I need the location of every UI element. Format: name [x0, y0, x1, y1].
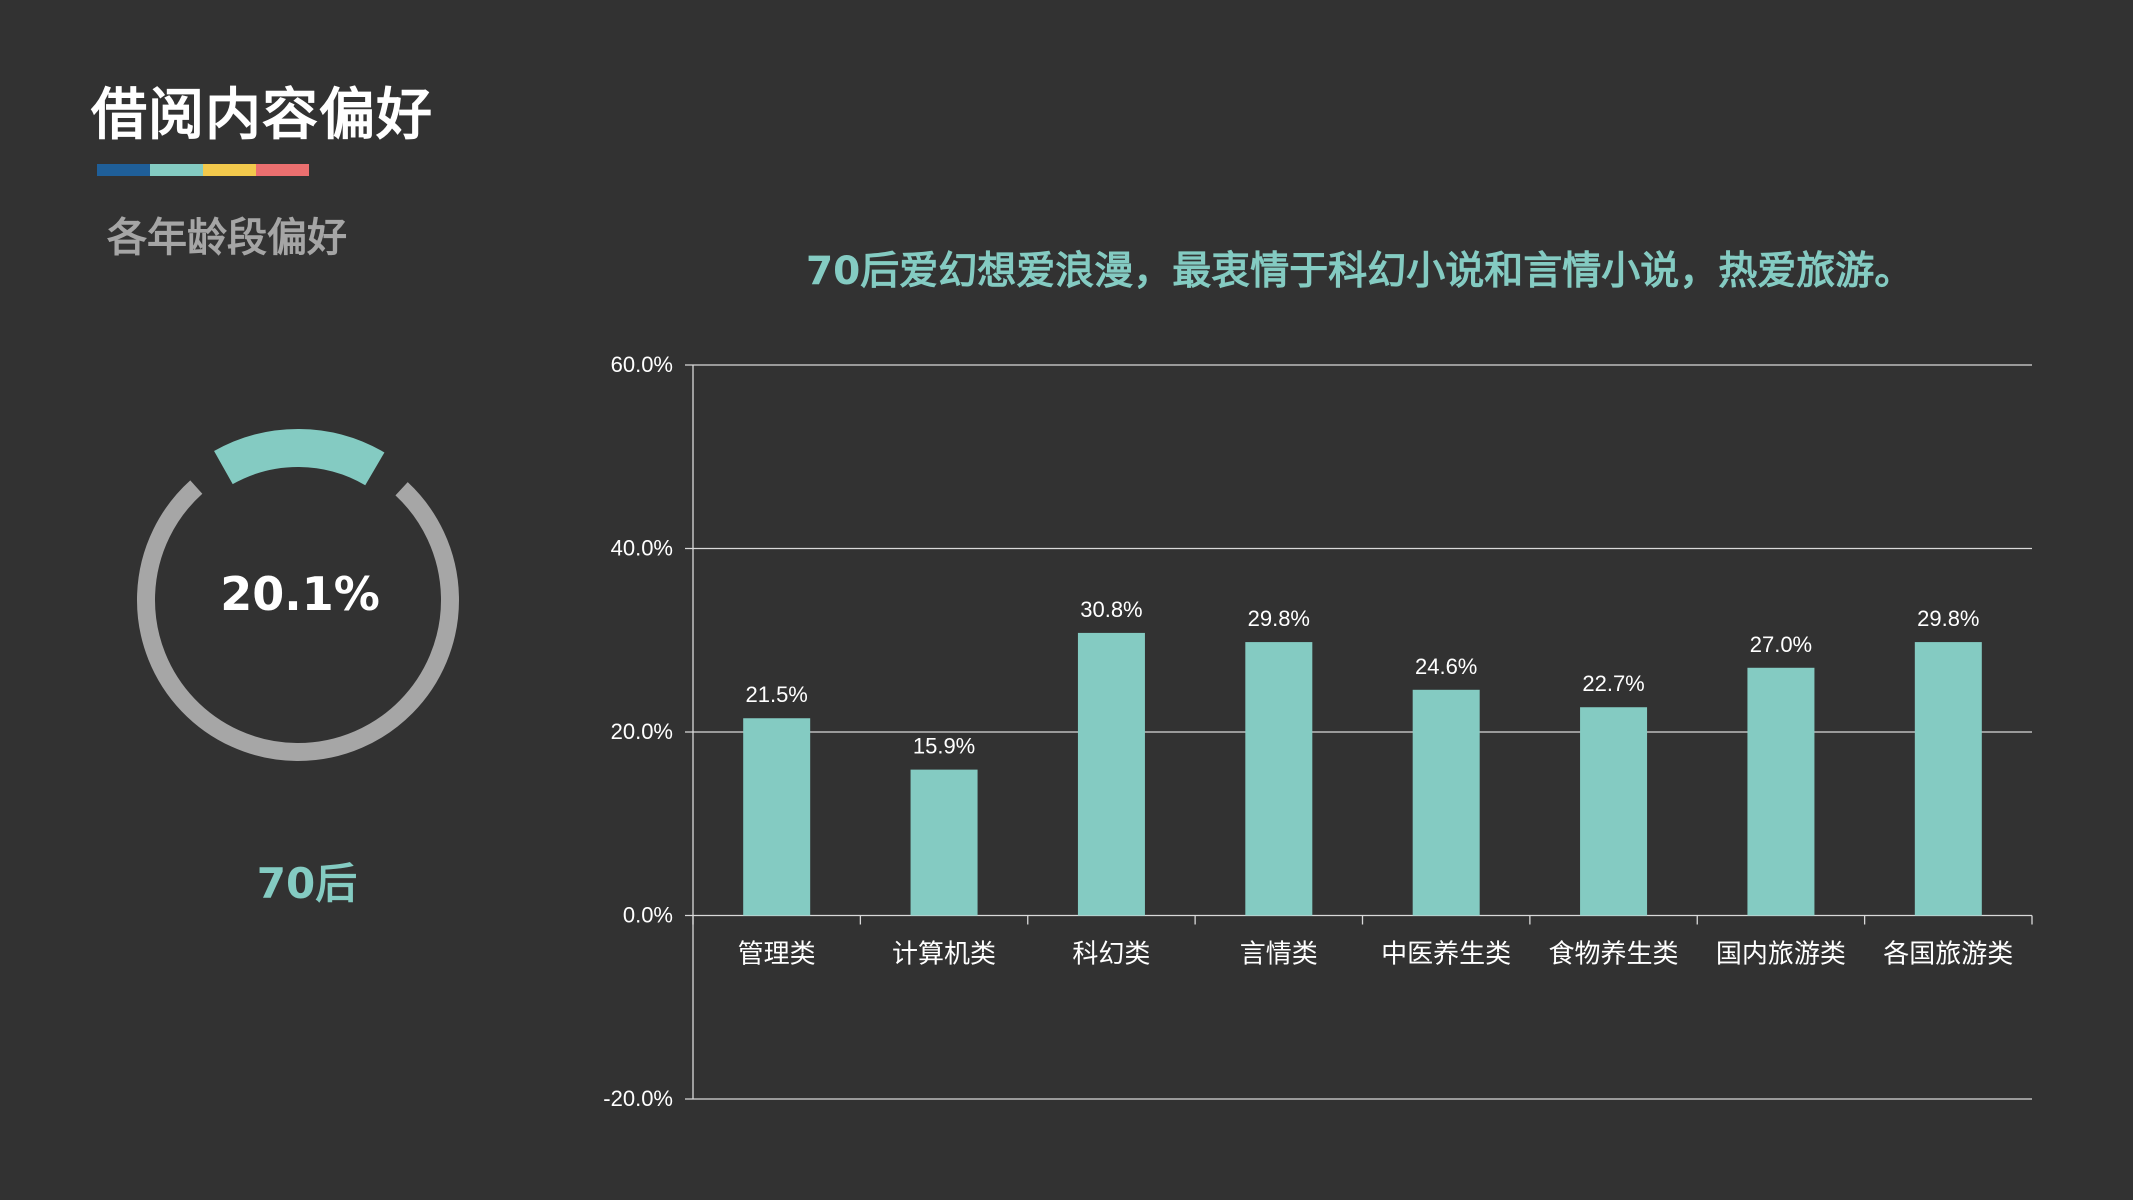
x-tick-label: 管理类	[738, 940, 816, 970]
title-accent-bar	[97, 164, 309, 176]
accent-bar-segment-blue	[97, 164, 150, 176]
bar-chart: -20.0% 0.0% 20.0% 40.0% 60.0% 21.5% 管理类 15.9% 计算…	[603, 352, 2033, 1111]
bar	[1580, 707, 1648, 916]
data-label: 29.8%	[1248, 606, 1310, 631]
bar	[1747, 667, 1815, 916]
bar	[910, 769, 978, 916]
donut-age-label: 70后	[256, 859, 358, 908]
data-label: 21.5%	[745, 682, 807, 707]
y-tick-label: -20.0%	[603, 1086, 673, 1111]
y-tick-label: 40.0%	[611, 536, 673, 561]
x-tick-label: 计算机类	[892, 940, 996, 970]
share-donut-chart	[137, 429, 459, 761]
accent-bar-segment-red	[256, 164, 309, 176]
y-tick-label: 60.0%	[611, 352, 673, 377]
x-tick-label: 科幻类	[1072, 940, 1150, 970]
accent-bar-segment-yellow	[203, 164, 256, 176]
bar	[1077, 632, 1145, 916]
x-tick-label: 言情类	[1240, 940, 1318, 970]
accent-bar-segment-teal	[150, 164, 203, 176]
data-label: 24.6%	[1415, 654, 1477, 679]
section-subtitle: 各年龄段偏好	[107, 215, 347, 261]
bar	[1412, 689, 1480, 916]
page-title: 借阅内容偏好	[91, 83, 433, 148]
x-tick-label: 各国旅游类	[1883, 940, 2013, 970]
data-label: 27.0%	[1750, 632, 1812, 657]
chart-headline: 70后爱幻想爱浪漫，最衷情于科幻小说和言情小说，热爱旅游。	[806, 249, 1914, 294]
x-tick-label: 食物养生类	[1549, 940, 1679, 970]
data-label: 22.7%	[1582, 671, 1644, 696]
bar	[743, 718, 811, 916]
x-tick-label: 国内旅游类	[1716, 940, 1846, 970]
bar	[1914, 642, 1982, 916]
donut-share-arc	[214, 429, 385, 486]
x-tick-label: 中医养生类	[1381, 940, 1511, 970]
data-label: 30.8%	[1080, 597, 1142, 622]
data-label: 29.8%	[1917, 606, 1979, 631]
donut-remaining-arc	[137, 480, 459, 761]
data-label: 15.9%	[913, 734, 975, 759]
donut-value: 20.1%	[220, 567, 380, 621]
bar	[1245, 642, 1313, 916]
y-tick-label: 20.0%	[611, 719, 673, 744]
y-tick-label: 0.0%	[623, 903, 673, 928]
